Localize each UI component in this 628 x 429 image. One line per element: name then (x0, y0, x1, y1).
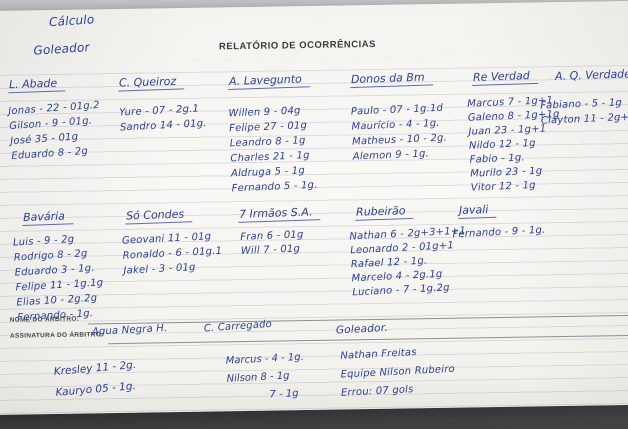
referee-name-label: NOME DO ÁRBITRO: (9, 315, 80, 324)
player-entry: Alemon 9 - 1g. (352, 148, 430, 163)
bottom-left-entries: Kresley 11 - 2g. Kauryo 05 - 1g. (53, 355, 139, 404)
player-entries: Willen 9 - 04g Felipe 27 - 01g Leandro 8 -… (228, 103, 318, 197)
report-paper: Cálculo Goleador RELATÓRIO DE OCORRÊNCIA… (0, 0, 628, 416)
player-entries: Fabiano - 5 - 1g Clayton 11 - 2g+1g (540, 94, 628, 128)
scorer-heading: Goleador. (335, 321, 389, 337)
team-name: A. Lavegunto (227, 72, 311, 90)
player-entries: Fernando - 9 - 1g. (452, 224, 546, 243)
scorer-goals: Errou: 07 gols (340, 384, 414, 399)
player-entry: Will 7 - 01g (240, 243, 301, 257)
referee-signature-label: ASSINATURA DO ÁRBITRO: (9, 331, 104, 340)
player-entries: Paulo - 07 - 1g.1d Maurício - 4 - 1g. Math… (351, 101, 448, 165)
team-column: 7 Irmãos S.A. Fran 6 - 01g Will 7 - 01g (237, 203, 321, 257)
player-entries: Geovani 11 - 01g Ronaldo - 6 - 01g.1 Jakel… (122, 229, 224, 279)
team-column: Bavária Luis - 9 - 2g Rodrigo 8 - 2g Eduar… (13, 207, 104, 323)
team-column: Donos da Bm Paulo - 07 - 1g.1d Maurício -… (349, 68, 447, 163)
annotation-calculo: Cálculo (48, 12, 95, 30)
team-name: Re Verdad (471, 68, 539, 87)
team-name: Rubeirão (354, 203, 414, 221)
bottom-middle-entries: Marcus - 4 - 1g. Nilson 8 - 1g 7 - 1g (225, 349, 306, 407)
team-column: L. Abade Jonas - 22 - 01g.2 Gilson - 9 - … (7, 74, 100, 162)
player-entry: 7 - 1g (269, 388, 299, 401)
scorer-team: Equipe Nilson Rubeiro (340, 363, 456, 381)
team-name: Javali (457, 202, 497, 220)
team-column: Rubeirão Nathan 6 - 2g+3+1+1 Leonardo 2 -… (349, 201, 466, 298)
player-entry: Sandro 14 - 01g. (119, 118, 207, 134)
team-column: Javali Fernando - 9 - 1g. (452, 200, 546, 240)
player-entry: Fernando 5 - 1g. (231, 179, 318, 195)
referee-signature: Agua Negra H. (91, 322, 168, 338)
player-entries: Nathan 6 - 2g+3+1+1 Leonardo 2 - 01g+1 Raf… (349, 225, 469, 301)
team-name: Donos da Bm (349, 70, 433, 89)
team-name: 7 Irmãos S.A. (237, 205, 321, 223)
scorer-name: Nathan Freitas (340, 347, 417, 362)
player-entries: Luis - 9 - 2g Rodrigo 8 - 2g Eduardo 3 - 1… (12, 230, 105, 325)
player-entries: Jonas - 22 - 01g.2 Gilson - 9 - 01g. José … (8, 98, 103, 164)
team-column: Só Condes Geovani 11 - 01g Ronaldo - 6 - … (122, 205, 222, 277)
team-column: A. Lavegunto Willen 9 - 04g Felipe 27 - 0… (227, 70, 318, 194)
team-name: C. Queiroz (117, 74, 185, 92)
team-name: Só Condes (124, 207, 193, 225)
player-entry: Vitor 12 - 1g (470, 179, 536, 194)
report-title: RELATÓRIO DE OCORRÊNCIAS (218, 38, 377, 53)
player-entry: Clayton 11 - 2g+1g (540, 111, 628, 127)
team-name: L. Abade (7, 76, 66, 94)
team-column: C. Queiroz Yure - 07 - 2g.1 Sandro 14 - 0… (117, 72, 207, 133)
team-name: A. Q. Verdade (554, 67, 628, 83)
player-entry: Fernando - 9 - 1g. (452, 224, 546, 241)
referee-signature-line (108, 334, 628, 345)
player-entries: Yure - 07 - 2g.1 Sandro 14 - 01g. (119, 101, 207, 135)
team-column: Re Verdad Marcus 7 - 1g+1 Galeno 8 - 1g+1… (467, 66, 560, 194)
team-name: Bavária (21, 209, 74, 226)
player-entries: Fran 6 - 01g Will 7 - 01g (240, 228, 304, 259)
team-column: A. Q. Verdade Fabiano - 5 - 1g Clayton 11… (540, 65, 628, 126)
